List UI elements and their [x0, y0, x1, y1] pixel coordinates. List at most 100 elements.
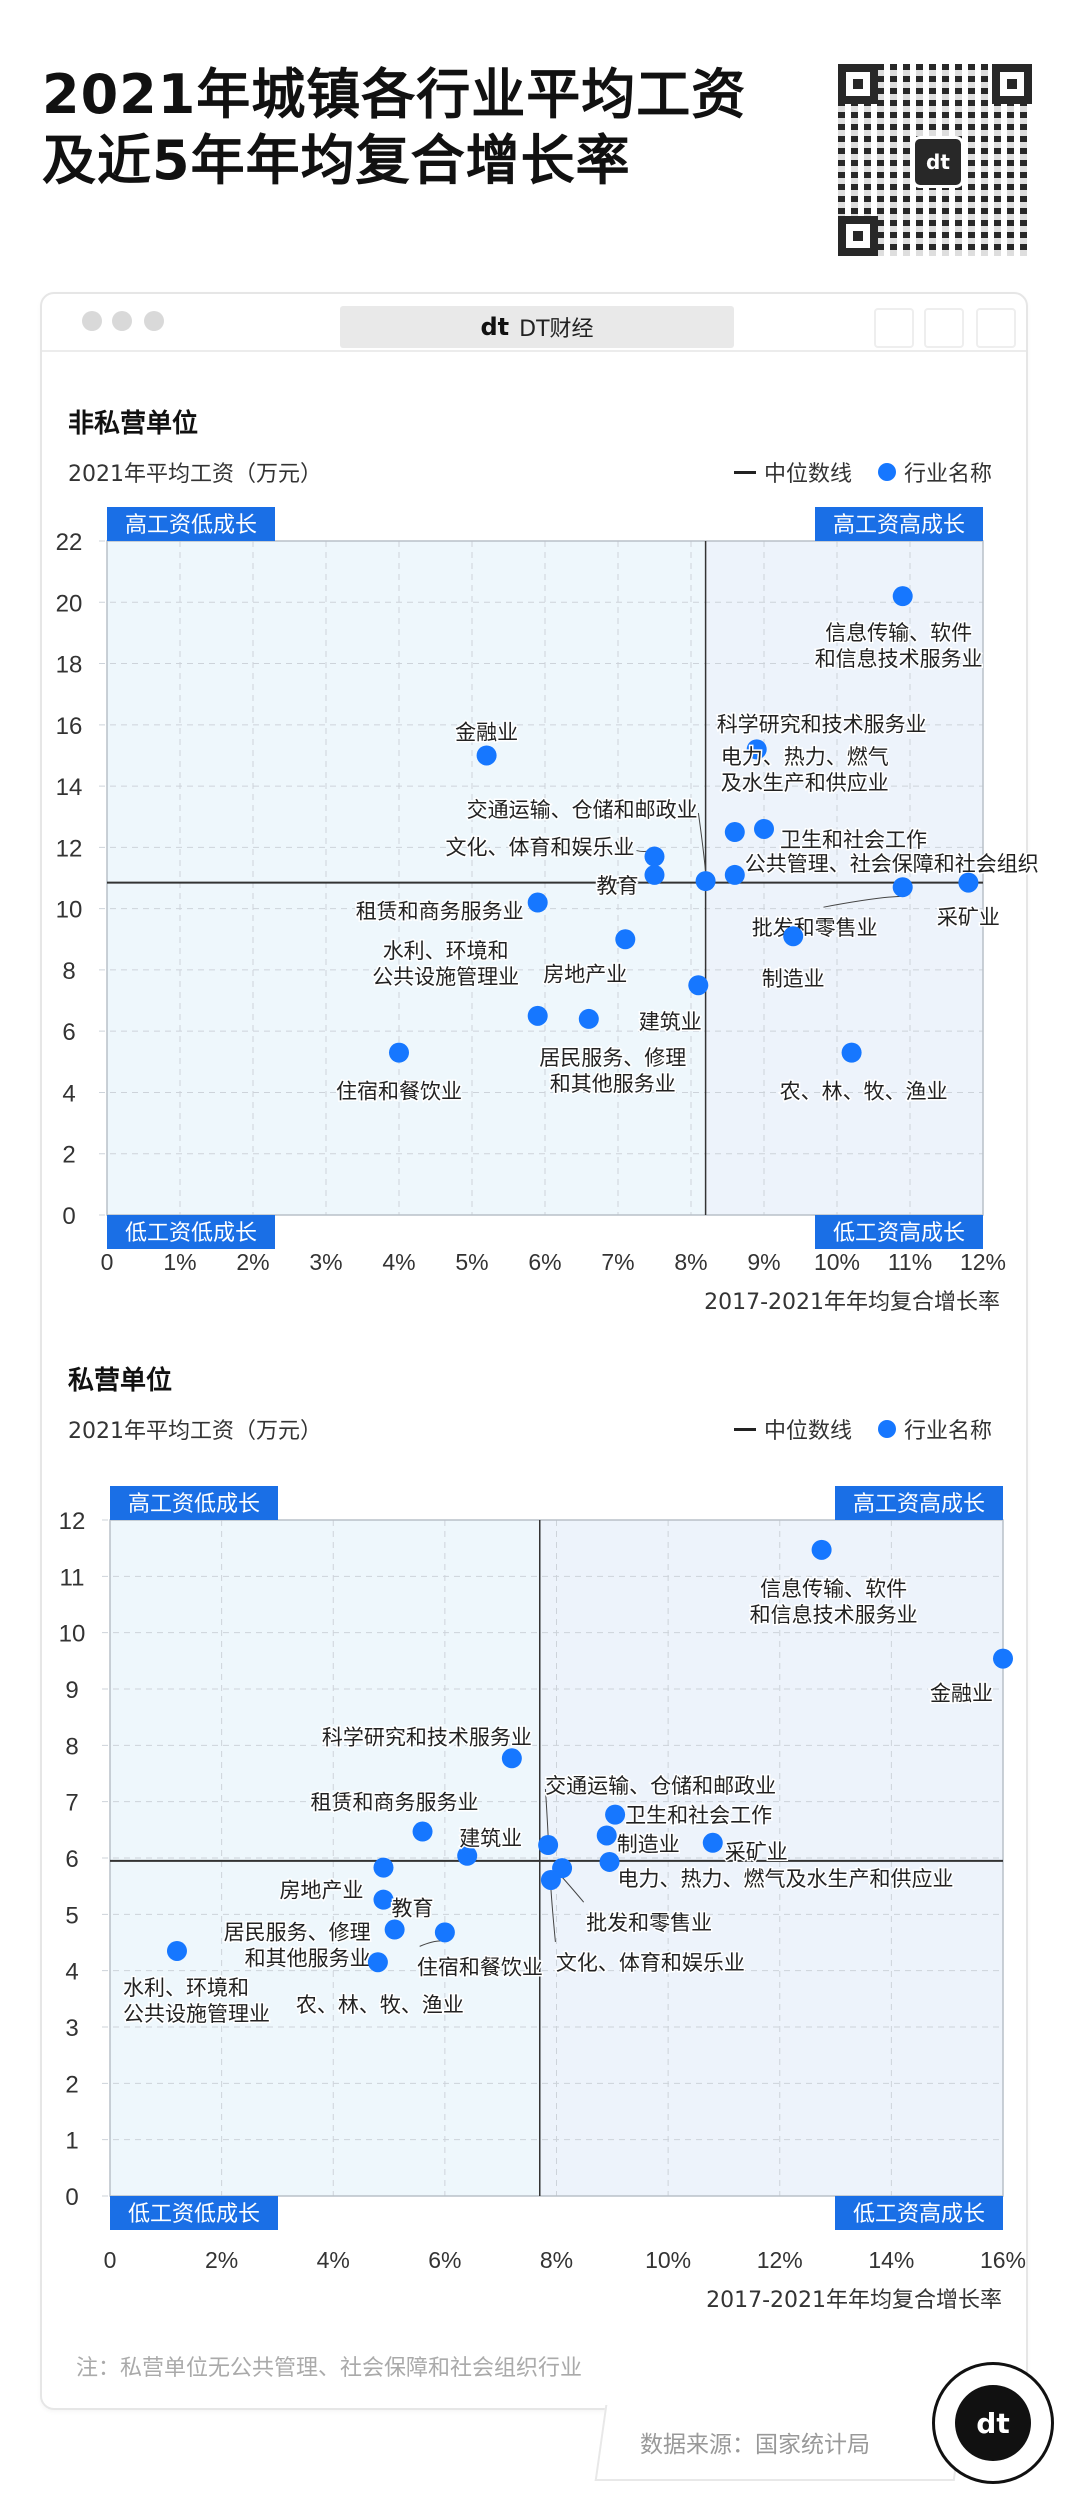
point-label: 科学研究和技术服务业	[322, 1725, 532, 1749]
chart2-title: 私营单位	[68, 1366, 173, 1396]
quadrant-label-top-right-bg	[835, 1486, 1003, 1520]
y-tick-label: 6	[65, 1846, 78, 1873]
point-label: 交通运输、仓储和邮政业	[467, 798, 698, 822]
dt-logo-icon: dt	[955, 2385, 1031, 2461]
point-label: 建筑业	[639, 1010, 702, 1034]
y-tick-label: 4	[65, 1959, 78, 1986]
plot-border	[106, 540, 984, 1216]
quadrant-label-top-left: 高工资低成长	[125, 513, 257, 538]
leader-line	[544, 1789, 549, 1837]
quadrant-label-bottom-right: 低工资高成长	[853, 2202, 985, 2227]
x-tick-label: 7%	[601, 1249, 634, 1275]
window-tab[interactable]: dt DT财经	[340, 306, 734, 348]
x-tick-label: 4%	[317, 2247, 350, 2273]
dot-icon	[877, 1420, 896, 1438]
record-icon[interactable]	[874, 308, 914, 348]
point-label: 及水生产和供应业	[721, 771, 889, 795]
data-point	[527, 1005, 548, 1026]
plot-border	[109, 1519, 1004, 2197]
plot-background-right	[705, 541, 983, 1215]
y-tick-label: 9	[65, 1677, 78, 1704]
point-label: 房地产业	[279, 1879, 363, 1903]
data-point	[605, 1804, 626, 1825]
data-point	[746, 739, 767, 760]
point-label: 批发和零售业	[752, 916, 878, 940]
data-point	[578, 1008, 599, 1029]
legend-median: 中位数线	[763, 1419, 852, 1444]
data-point	[501, 1748, 522, 1769]
point-label: 批发和零售业	[586, 1911, 712, 1935]
page-title: 2021年城镇各行业平均工资 及近5年年均复合增长率	[42, 62, 746, 194]
data-point	[373, 1889, 394, 1910]
qr-code: dt	[838, 64, 1032, 256]
chart1-title: 非私营单位	[68, 409, 199, 439]
quadrant-label-bottom-left-bg	[110, 2196, 278, 2230]
x-tick-label: 10%	[645, 2247, 691, 2273]
copy-icon[interactable]	[976, 308, 1016, 348]
quadrant-label-bottom-left: 低工资低成长	[125, 1221, 257, 1246]
x-tick-label: 9%	[747, 1249, 780, 1275]
chart-1: 0 2 4 6 8 10 12 14 16 18 20 22 0 1% 2% 3% 4% 5% 6% 7% 8% 9% 10…	[56, 507, 1040, 1275]
maximize-icon[interactable]	[144, 311, 164, 331]
median-line-icon	[733, 1427, 756, 1431]
x-tick-label: 6%	[528, 1249, 561, 1275]
point-label: 和其他服务业	[550, 1072, 676, 1096]
title-line-1: 2021年城镇各行业平均工资	[42, 63, 747, 126]
minimize-icon[interactable]	[112, 311, 132, 331]
point-label: 住宿和餐饮业	[336, 1080, 462, 1104]
quadrant-label-bottom-right-bg	[815, 1215, 983, 1249]
x-tick-label: 8%	[540, 2247, 573, 2273]
chart1-legend: 中位数线 行业名称	[733, 456, 992, 488]
point-label: 教育	[597, 874, 639, 898]
data-point	[644, 864, 665, 885]
x-tick-label: 2%	[236, 1249, 269, 1275]
dt-logo-icon: dt	[912, 136, 964, 188]
quadrant-label-bottom-left-bg	[107, 1215, 275, 1249]
legend-median: 中位数线	[763, 462, 852, 487]
point-label: 房地产业	[543, 962, 627, 986]
x-tick-label: 4%	[382, 1249, 415, 1275]
point-label: 公共设施管理业	[123, 2002, 270, 2026]
x-tick-label: 10%	[814, 1249, 860, 1275]
leader-line	[561, 1876, 585, 1903]
x-tick-label: 6%	[428, 2247, 461, 2273]
share-icon[interactable]	[924, 308, 964, 348]
x-tick-label: 5%	[455, 1249, 488, 1275]
y-tick-label: 5	[65, 1902, 78, 1929]
point-label: 公共管理、社会保障和社会组织	[745, 852, 1039, 876]
y-tick-label: 3	[65, 2015, 78, 2042]
data-point	[841, 1042, 862, 1063]
data-point	[434, 1922, 455, 1943]
data-point	[958, 872, 979, 893]
data-point	[384, 1919, 405, 1940]
x-tick-label: 0	[101, 1249, 114, 1275]
quadrant-label-bottom-right: 低工资高成长	[833, 1221, 965, 1246]
point-label: 水利、环境和	[383, 939, 509, 963]
title-line-2: 及近5年年均复合增长率	[42, 129, 631, 192]
dt-badge-logo: dt	[932, 2362, 1054, 2484]
close-icon[interactable]	[82, 311, 102, 331]
point-label: 制造业	[762, 967, 825, 991]
y-tick-label: 12	[59, 1508, 86, 1535]
data-point	[892, 586, 913, 607]
legend-industry: 行业名称	[903, 1419, 992, 1444]
chart2-ylabel: 2021年平均工资（万元）	[68, 1419, 322, 1444]
y-tick-label: 14	[56, 774, 83, 801]
dot-icon	[877, 463, 896, 481]
point-label: 采矿业	[937, 906, 1000, 930]
footnote: 注：私营单位无公共管理、社会保障和社会组织行业	[76, 2356, 583, 2381]
quadrant-label-top-right: 高工资高成长	[853, 1492, 985, 1517]
point-label: 居民服务、修理	[224, 1921, 371, 1945]
y-tick-label: 16	[56, 713, 83, 740]
point-label: 农、林、牧、渔业	[296, 1993, 464, 2017]
data-point	[993, 1648, 1013, 1669]
data-point	[412, 1821, 433, 1842]
y-tick-label: 8	[65, 1733, 78, 1760]
data-point	[811, 1539, 832, 1560]
x-tick-label: 11%	[888, 1249, 932, 1275]
point-label: 文化、体育和娱乐业	[556, 1951, 745, 1975]
plot-background-left	[107, 541, 706, 1215]
y-tick-label: 11	[60, 1564, 85, 1591]
x-tick-label: 0	[104, 2247, 117, 2273]
